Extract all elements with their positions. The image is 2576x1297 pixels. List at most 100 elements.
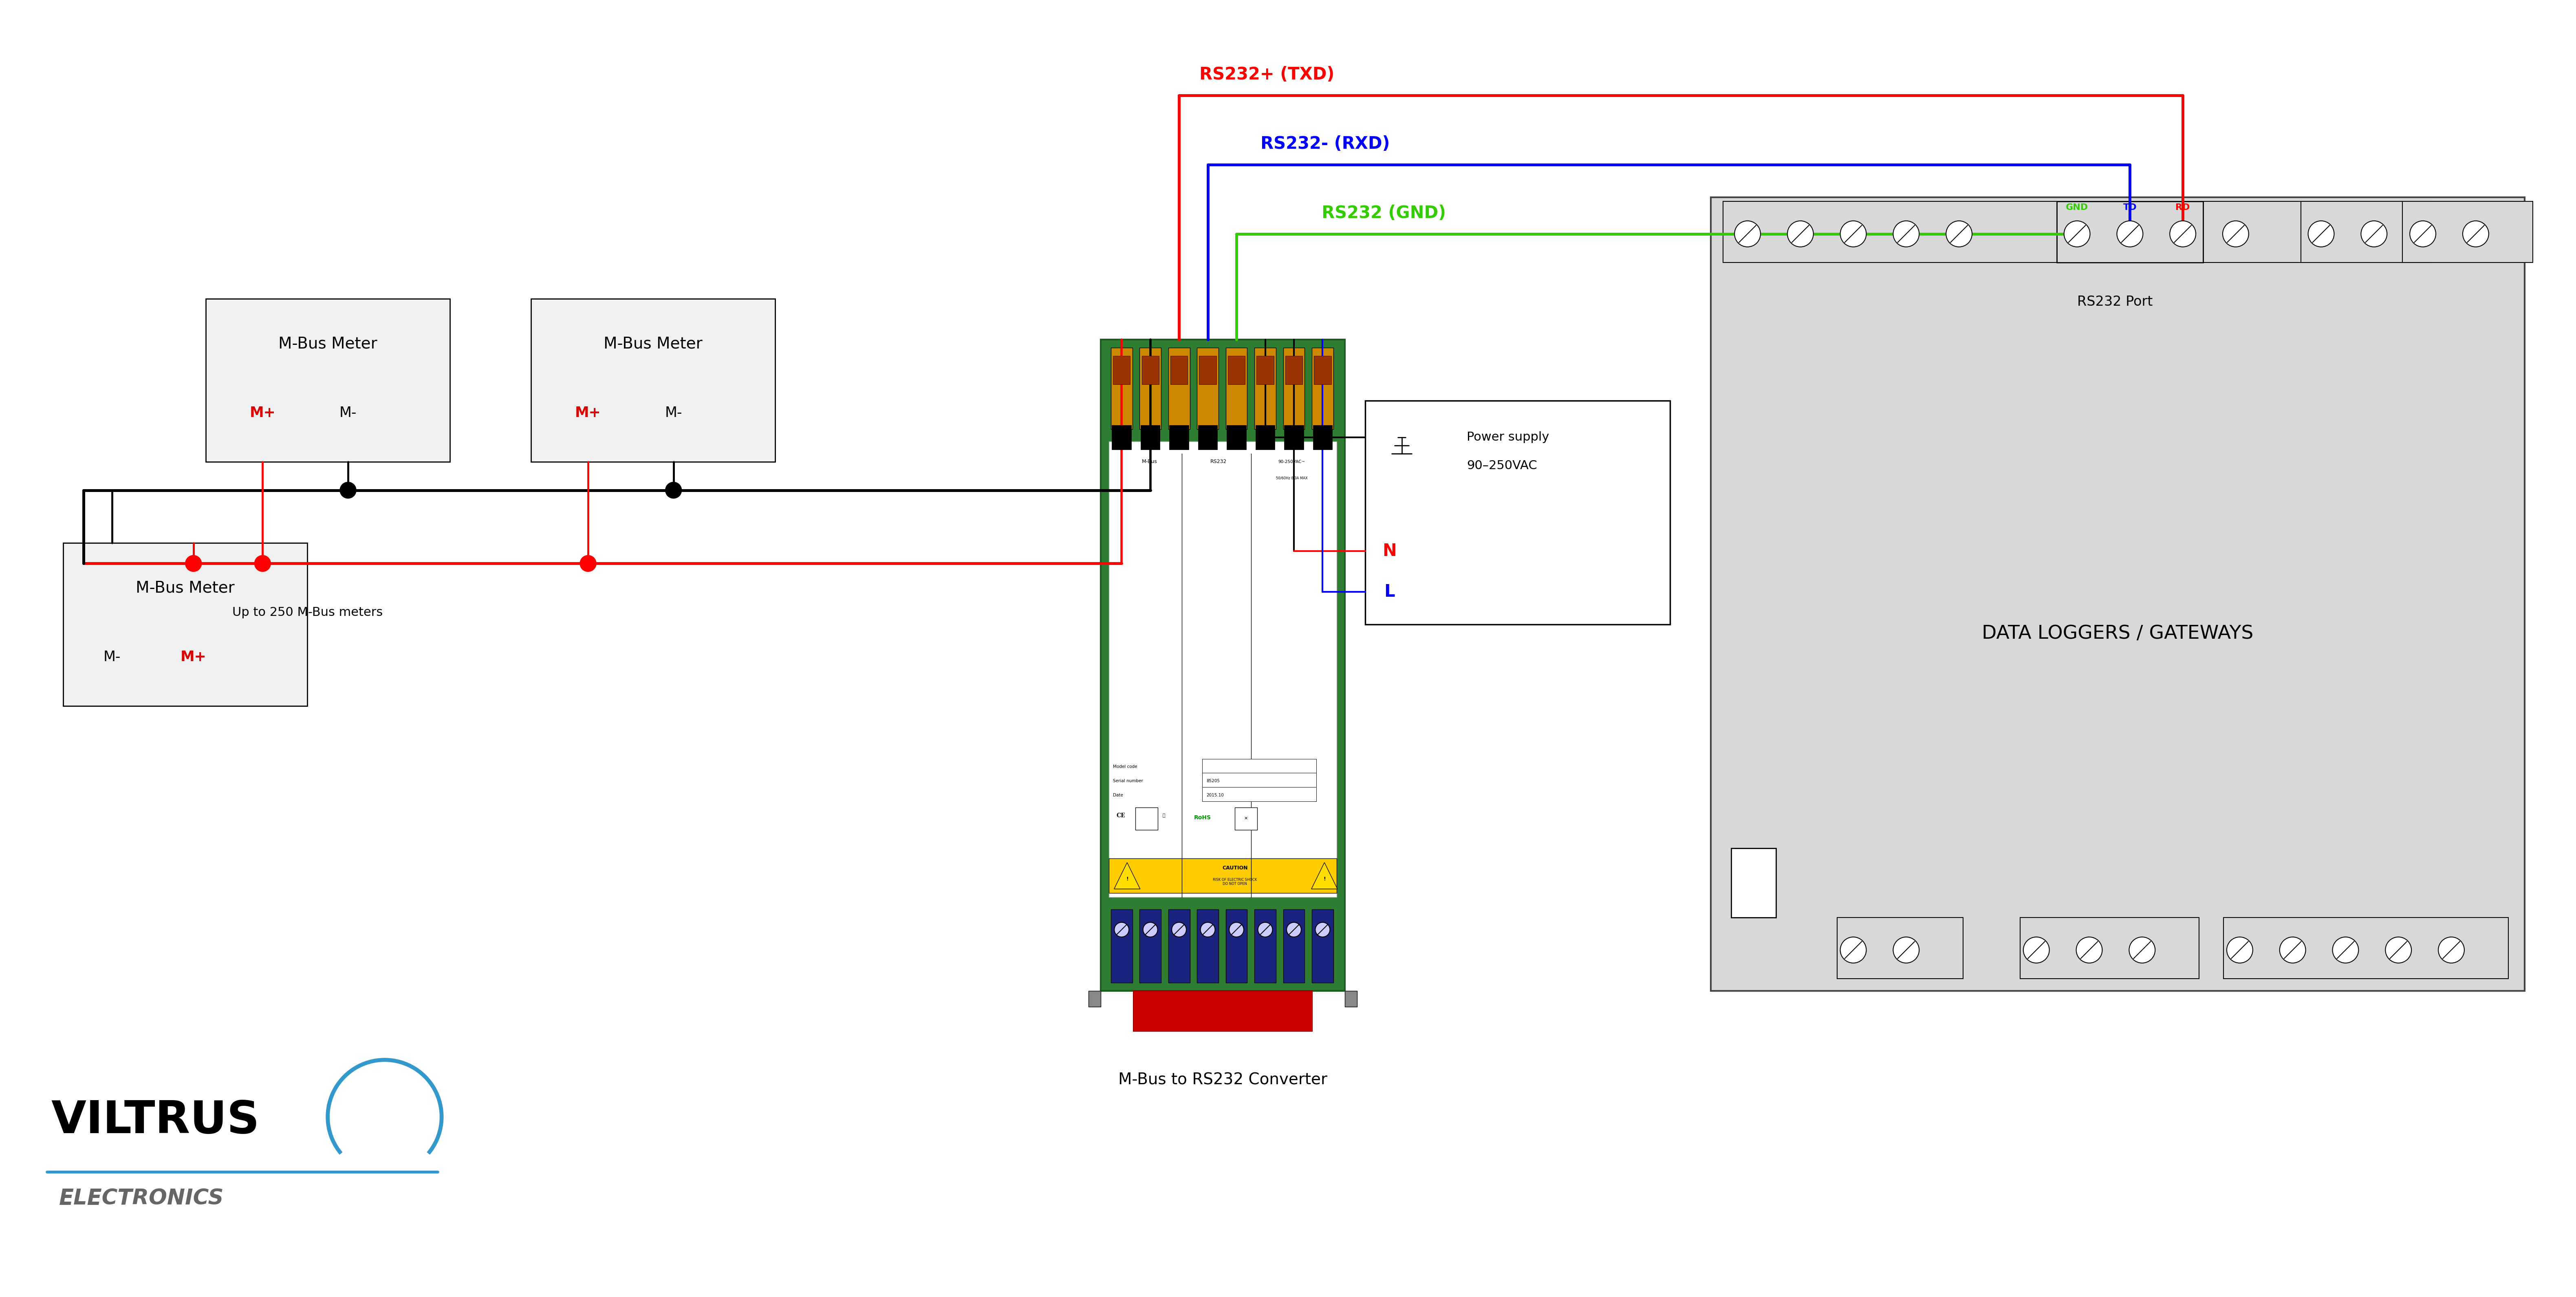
Circle shape (2331, 936, 2360, 964)
Text: DATA LOGGERS / GATEWAYS: DATA LOGGERS / GATEWAYS (1981, 624, 2254, 643)
FancyBboxPatch shape (206, 300, 451, 462)
FancyBboxPatch shape (1234, 808, 1257, 830)
Bar (1314, 425, 1332, 450)
Text: M-Bus M-: M-Bus M- (1113, 477, 1175, 490)
Text: Power supply: Power supply (1466, 432, 1548, 444)
Circle shape (2076, 936, 2102, 964)
Text: M-: M- (665, 406, 683, 420)
Text: M+: M+ (180, 650, 206, 664)
Circle shape (1172, 922, 1188, 936)
FancyBboxPatch shape (64, 543, 307, 706)
FancyBboxPatch shape (1365, 401, 1669, 624)
Bar (1110, 909, 1133, 983)
Bar (1226, 909, 1247, 983)
Bar (1141, 425, 1159, 450)
Text: ELECTRONICS: ELECTRONICS (59, 1188, 224, 1209)
Bar (1170, 348, 1190, 429)
Text: RS232: RS232 (1211, 459, 1226, 464)
Circle shape (1144, 922, 1157, 936)
Circle shape (665, 482, 683, 498)
FancyBboxPatch shape (1090, 991, 1100, 1006)
Text: M+: M+ (574, 406, 600, 420)
Bar (1283, 348, 1303, 429)
Bar (1170, 425, 1188, 450)
Circle shape (1285, 922, 1301, 936)
Bar (1311, 909, 1334, 983)
Bar (1226, 425, 1247, 450)
FancyBboxPatch shape (2056, 201, 2202, 262)
Circle shape (1945, 220, 1973, 246)
Text: M-Bus Meter: M-Bus Meter (603, 336, 703, 351)
FancyBboxPatch shape (1837, 917, 1963, 978)
Text: RISK OF ELECTRIC SHOCK
DO NOT OPEN: RISK OF ELECTRIC SHOCK DO NOT OPEN (1213, 878, 1257, 886)
Text: Date: Date (1113, 794, 1123, 798)
Text: RS232 Port: RS232 Port (2076, 294, 2154, 309)
Text: 📋: 📋 (1162, 813, 1164, 818)
Bar (1255, 909, 1275, 983)
Circle shape (2362, 220, 2388, 246)
Text: M-Bus M+: M-Bus M+ (1113, 551, 1190, 564)
Text: TD: TD (2123, 204, 2136, 211)
Text: Serial number: Serial number (1113, 779, 1144, 783)
Bar (1113, 355, 1131, 384)
Bar (1170, 355, 1188, 384)
Text: 90-250VAC~: 90-250VAC~ (1278, 459, 1306, 464)
FancyBboxPatch shape (1203, 759, 1316, 773)
FancyBboxPatch shape (2020, 917, 2200, 978)
Text: L: L (1383, 584, 1396, 601)
Bar (1255, 348, 1275, 429)
Text: RD: RD (2177, 204, 2190, 211)
Circle shape (1893, 936, 1919, 964)
Circle shape (2308, 220, 2334, 246)
Bar (1311, 348, 1334, 429)
Text: 50/60Hz 0.3A MAX: 50/60Hz 0.3A MAX (1275, 476, 1309, 480)
FancyBboxPatch shape (2223, 917, 2509, 978)
Circle shape (2117, 220, 2143, 246)
Circle shape (2063, 220, 2089, 246)
Text: M-: M- (340, 406, 355, 420)
Text: RS232+ (TXD): RS232+ (TXD) (1200, 66, 1334, 83)
Circle shape (2169, 220, 2195, 246)
Polygon shape (1113, 863, 1141, 888)
Circle shape (1734, 220, 1759, 246)
Circle shape (1839, 936, 1865, 964)
Circle shape (1788, 220, 1814, 246)
Circle shape (1257, 922, 1273, 936)
Circle shape (2463, 220, 2488, 246)
Bar (1314, 355, 1332, 384)
Text: RS232 (GND): RS232 (GND) (1321, 205, 1445, 222)
Bar (1133, 991, 1311, 1031)
Circle shape (340, 482, 355, 498)
FancyBboxPatch shape (2403, 201, 2532, 262)
Bar (1229, 355, 1244, 384)
Text: M-Bus: M-Bus (1141, 459, 1157, 464)
Circle shape (1839, 220, 1865, 246)
Circle shape (1200, 922, 1216, 936)
Bar (1110, 348, 1133, 429)
Text: M-: M- (103, 650, 121, 664)
FancyBboxPatch shape (1723, 201, 2512, 262)
Text: GND: GND (2066, 204, 2089, 211)
FancyBboxPatch shape (2300, 201, 2432, 262)
Circle shape (1316, 922, 1329, 936)
Circle shape (2385, 936, 2411, 964)
FancyBboxPatch shape (1710, 197, 2524, 991)
Circle shape (2439, 936, 2465, 964)
Bar (1170, 909, 1190, 983)
Text: Model code: Model code (1113, 765, 1136, 769)
FancyBboxPatch shape (1203, 773, 1316, 787)
FancyBboxPatch shape (1731, 848, 1775, 917)
Text: M-Bus to RS232 Converter: M-Bus to RS232 Converter (1118, 1073, 1327, 1088)
Text: VILTRUS: VILTRUS (52, 1099, 260, 1143)
FancyBboxPatch shape (1108, 441, 1337, 898)
Circle shape (2223, 220, 2249, 246)
Bar (1255, 425, 1275, 450)
Circle shape (1893, 220, 1919, 246)
Circle shape (185, 555, 201, 572)
Text: ✕: ✕ (1244, 817, 1247, 821)
Text: 85205: 85205 (1206, 779, 1221, 783)
Text: RoHS: RoHS (1193, 815, 1211, 821)
FancyBboxPatch shape (1136, 808, 1157, 830)
Circle shape (1229, 922, 1244, 936)
Text: Up to 250 M-Bus meters: Up to 250 M-Bus meters (232, 607, 384, 619)
